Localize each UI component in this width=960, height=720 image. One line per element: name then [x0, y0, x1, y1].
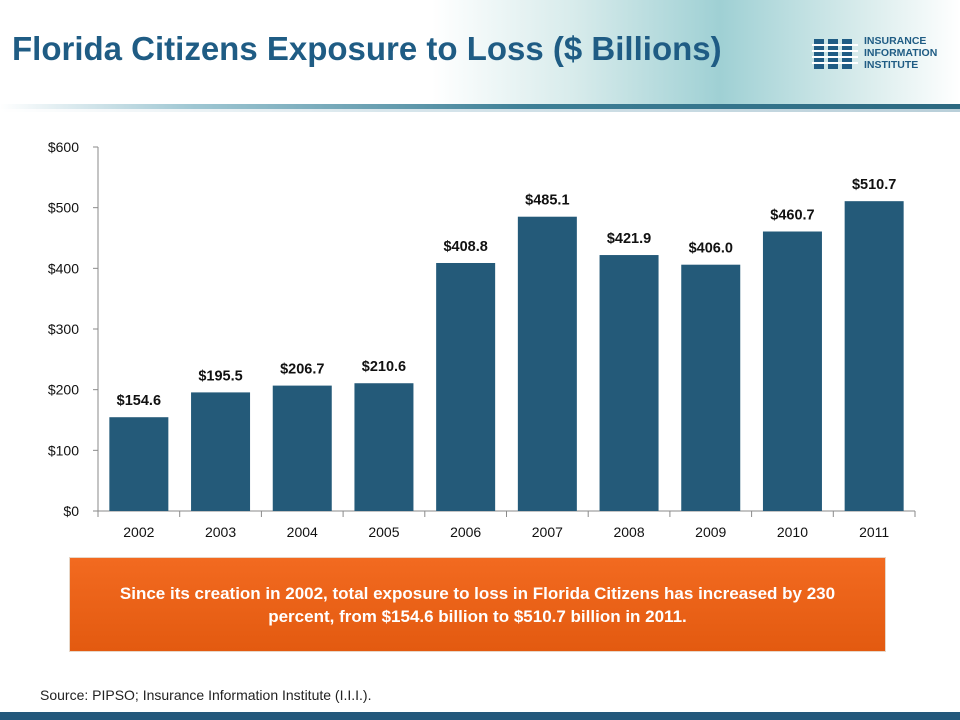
exposure-bar-chart: $0 $100 $200 $300 $400 $500 $600 $154.6 2002 $195… — [48, 139, 916, 540]
bar — [109, 417, 169, 511]
iii-logo-text: INSURANCE INFORMATION INSTITUTE — [864, 35, 954, 71]
header-band — [0, 0, 960, 104]
footer-bar — [0, 712, 960, 720]
y-tick-label: $100 — [48, 442, 79, 458]
iii-logo-mark-icon — [812, 39, 858, 69]
logo-line-2: INFORMATION — [864, 47, 938, 59]
data-label: $460.7 — [770, 208, 814, 224]
bar — [762, 231, 822, 511]
bar — [517, 216, 577, 511]
data-label: $154.6 — [117, 393, 161, 409]
slide-title: Florida Citizens Exposure to Loss ($ Bil… — [12, 30, 722, 67]
data-label: $510.7 — [852, 177, 896, 193]
bar — [844, 201, 904, 511]
data-label: $406.0 — [689, 241, 733, 257]
x-tick-label: 2011 — [859, 524, 889, 540]
y-tick-label: $0 — [63, 503, 79, 519]
iii-logo: INSURANCE INFORMATION INSTITUTE — [812, 34, 952, 74]
bar — [191, 392, 251, 511]
x-tick-label: 2009 — [695, 524, 726, 540]
y-tick-label: $400 — [48, 260, 79, 276]
bar — [599, 255, 659, 511]
bar — [681, 264, 741, 511]
logo-line-3: INSTITUTE — [864, 59, 919, 71]
header-divider-shadow — [0, 109, 960, 112]
logo-line-1: INSURANCE — [864, 35, 927, 47]
bar — [272, 385, 332, 511]
data-label: $210.6 — [362, 359, 406, 375]
summary-callout: Since its creation in 2002, total exposu… — [69, 557, 886, 652]
x-tick-label: 2008 — [613, 524, 644, 540]
y-tick-label: $500 — [48, 200, 79, 216]
bar — [436, 262, 496, 511]
x-tick-label: 2007 — [532, 524, 563, 540]
bar — [354, 383, 414, 511]
x-tick-label: 2005 — [368, 524, 399, 540]
y-tick-label: $600 — [48, 139, 79, 155]
y-tick-label: $300 — [48, 321, 79, 337]
header-divider — [0, 104, 960, 109]
data-label: $421.9 — [607, 231, 651, 247]
data-label: $408.8 — [443, 239, 487, 255]
x-tick-label: 2010 — [777, 524, 808, 540]
data-label: $195.5 — [198, 368, 242, 384]
x-tick-label: 2003 — [205, 524, 236, 540]
source-note: Source: PIPSO; Insurance Information Ins… — [40, 687, 372, 703]
y-tick-label: $200 — [48, 382, 79, 398]
data-label: $206.7 — [280, 362, 324, 378]
x-tick-label: 2006 — [450, 524, 481, 540]
data-label: $485.1 — [525, 193, 569, 209]
x-tick-label: 2002 — [123, 524, 154, 540]
summary-callout-text: Since its creation in 2002, total exposu… — [119, 583, 836, 626]
x-tick-label: 2004 — [287, 524, 318, 540]
